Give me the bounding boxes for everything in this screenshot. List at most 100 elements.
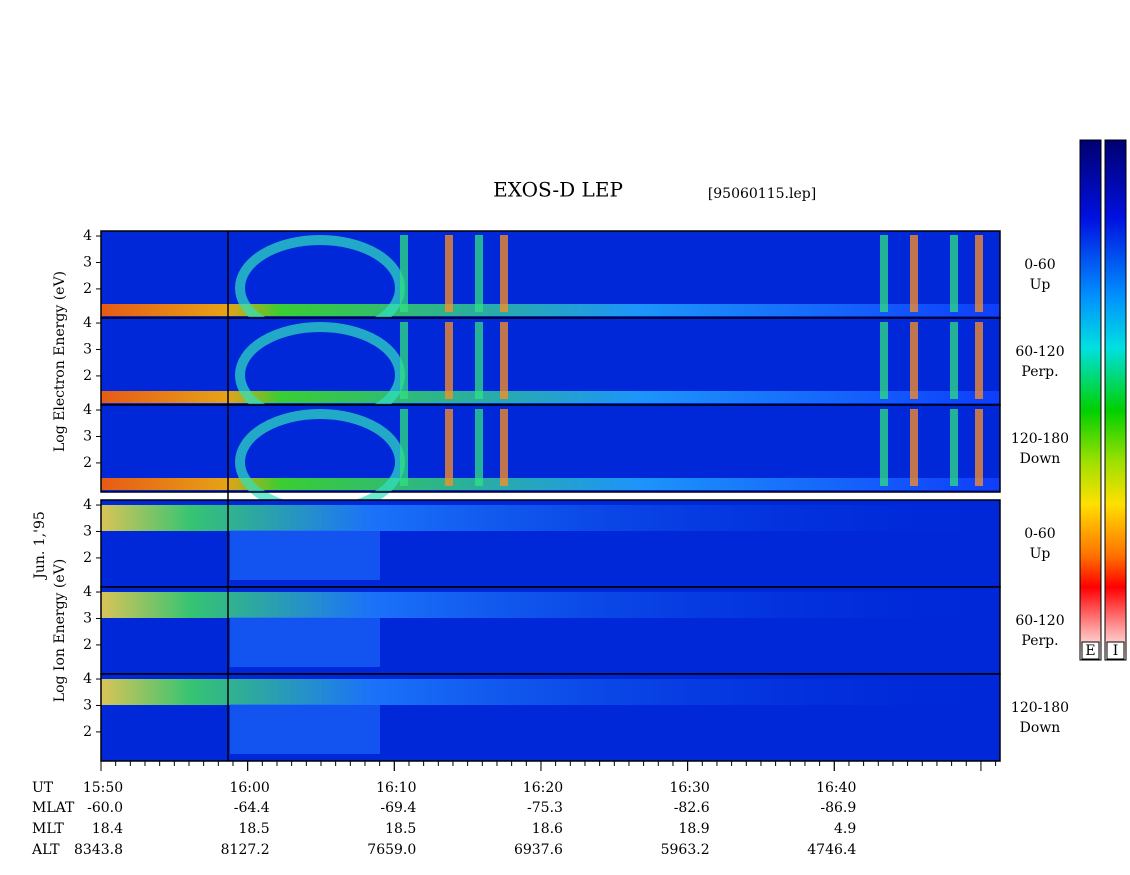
spectrogram-burst [400, 235, 408, 312]
ephemeris-value: 5963.2 [661, 842, 710, 858]
ephemeris-value: 4.9 [834, 821, 856, 837]
y-tick-label: 4 [83, 671, 92, 687]
pitch-angle: 0-60 [1024, 526, 1055, 542]
spectrogram-burst [975, 322, 983, 399]
ephemeris-value: 18.9 [678, 821, 709, 837]
pitch-angle: 120-180 [1011, 431, 1069, 447]
spectrogram-burst [475, 409, 483, 486]
spectrogram [101, 405, 1000, 492]
direction: Up [1030, 277, 1051, 293]
ephemeris-value: 6937.6 [514, 842, 563, 858]
spectrogram-patch [230, 617, 380, 667]
y-tick-label: 3 [83, 428, 92, 444]
pitch-angle: 60-120 [1015, 613, 1064, 629]
pitch-angle: 0-60 [1024, 257, 1055, 273]
spectrogram-burst [950, 235, 958, 312]
y-tick-label: 4 [83, 315, 92, 331]
ephemeris-value: -86.9 [820, 800, 856, 816]
color-bar-label-box [1081, 641, 1100, 660]
spectrogram-burst [500, 322, 508, 399]
color-bar-label-box [1106, 641, 1125, 660]
direction: Down [1020, 451, 1061, 467]
direction: Up [1030, 546, 1051, 562]
panel-frame [100, 404, 1001, 493]
spectrogram-burst [400, 322, 408, 399]
ephemeris-value: -82.6 [674, 800, 710, 816]
spectrogram-burst [880, 235, 888, 312]
color-bar-label: I [1113, 643, 1119, 659]
y-tick-label: 4 [83, 228, 92, 244]
color-bar [1079, 139, 1102, 661]
x-tick-label: 16:20 [523, 780, 563, 796]
spectrogram-burst [950, 322, 958, 399]
spectrogram-patch [230, 704, 380, 754]
spectrogram-band [101, 304, 1000, 316]
y-tick-label: 2 [83, 281, 92, 297]
spectrogram-band [101, 592, 1000, 618]
spectrogram [101, 231, 1000, 318]
ephemeris-value: -75.3 [527, 800, 563, 816]
ephemeris-value: 18.5 [385, 821, 416, 837]
spectrogram-patch [230, 530, 380, 580]
y-tick-label: 2 [83, 724, 92, 740]
row-label: MLT [32, 821, 64, 837]
spectrogram-burst [880, 409, 888, 486]
direction: Perp. [1021, 364, 1058, 380]
spectrogram-burst [910, 409, 918, 486]
ephemeris-value: 18.6 [532, 821, 563, 837]
x-tick-label: 15:50 [83, 780, 123, 796]
ephemeris-value: 18.5 [238, 821, 269, 837]
spectrogram-burst [475, 235, 483, 312]
spectrogram-burst [500, 235, 508, 312]
spectrogram-burst [475, 322, 483, 399]
x-tick-label: 16:10 [376, 780, 416, 796]
pitch-angle: 120-180 [1011, 700, 1069, 716]
spectrogram-burst [910, 235, 918, 312]
x-tick-label: 16:40 [816, 780, 856, 796]
color-bar [1104, 139, 1127, 661]
y-tick-label: 4 [83, 584, 92, 600]
ephemeris-value: -64.4 [234, 800, 270, 816]
spectrogram-burst [445, 322, 453, 399]
x-tick-label: 16:00 [229, 780, 269, 796]
y-tick-label: 2 [83, 637, 92, 653]
y-tick-label: 4 [83, 402, 92, 418]
spectrogram-burst [910, 322, 918, 399]
y-tick-label: 3 [83, 523, 92, 539]
spectrogram-burst [445, 235, 453, 312]
x-tick-label: 16:30 [669, 780, 709, 796]
pitch-angle: 60-120 [1015, 344, 1064, 360]
row-label: MLAT [32, 800, 75, 816]
y-tick-label: 4 [83, 497, 92, 513]
file-name: [95060115.lep] [708, 186, 816, 202]
y-tick-label: 2 [83, 550, 92, 566]
spectrogram [101, 318, 1000, 405]
ephemeris-value: -60.0 [87, 800, 123, 816]
group-label: Log Ion Energy (eV) [52, 559, 68, 702]
spectrogram-burst [400, 409, 408, 486]
group-label: Log Electron Energy (eV) [52, 271, 68, 452]
spectrogram-burst [445, 409, 453, 486]
y-tick-label: 3 [83, 610, 92, 626]
y-tick-label: 3 [83, 341, 92, 357]
ephemeris-value: 8343.8 [74, 842, 123, 858]
direction: Down [1020, 720, 1061, 736]
spectrogram-burst [880, 322, 888, 399]
y-tick-label: 3 [83, 254, 92, 270]
spectrogram-band [101, 391, 1000, 403]
ephemeris-value: 4746.4 [807, 842, 856, 858]
direction: Perp. [1021, 633, 1058, 649]
ephemeris-value: 18.4 [92, 821, 123, 837]
ephemeris-value: 7659.0 [367, 842, 416, 858]
spectrogram-burst [975, 409, 983, 486]
date: Jun. 1,'95 [32, 511, 48, 581]
spectrogram-band [101, 679, 1000, 705]
ephemeris-value: 8127.2 [221, 842, 270, 858]
spectrogram-band [101, 478, 1000, 490]
y-tick-label: 2 [83, 368, 92, 384]
spectrogram-burst [950, 409, 958, 486]
y-tick-label: 2 [83, 455, 92, 471]
y-tick-label: 3 [83, 697, 92, 713]
color-bar-label: E [1085, 643, 1095, 659]
